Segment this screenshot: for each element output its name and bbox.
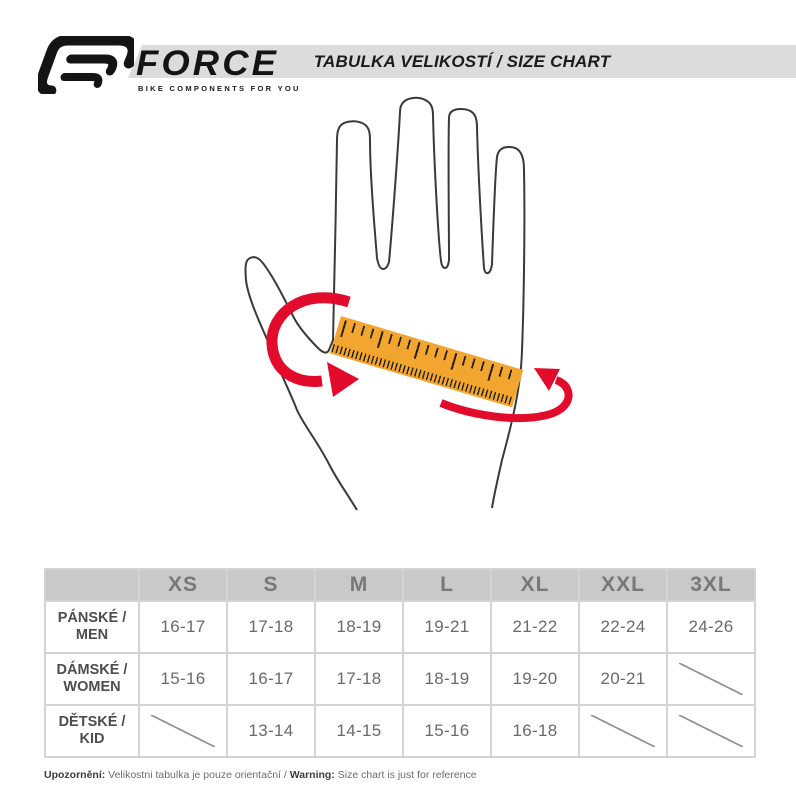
size-cell-men-xxl: 22-24	[580, 602, 666, 652]
column-header-s: S	[228, 570, 314, 600]
size-cell-men-xs: 16-17	[140, 602, 226, 652]
force-logo: FORCE BIKE COMPONENTS FOR YOU	[38, 34, 308, 98]
size-cell-men-s: 17-18	[228, 602, 314, 652]
size-chart-banner: TABULKA VELIKOSTÍ / SIZE CHART	[128, 45, 796, 78]
no-size-slash	[151, 715, 215, 747]
size-cell-men-m: 18-19	[316, 602, 402, 652]
row-label-men: PÁNSKÉ / MEN	[46, 602, 138, 652]
column-header-m: M	[316, 570, 402, 600]
size-cell-empty-kid-xs	[140, 706, 226, 756]
force-logo-icon	[38, 36, 134, 94]
row-label-line2: WOMEN	[63, 679, 121, 695]
column-header-l: L	[404, 570, 490, 600]
row-label-line1: PÁNSKÉ /	[57, 609, 127, 626]
size-cell-men-xl: 21-22	[492, 602, 578, 652]
column-header-xs: XS	[140, 570, 226, 600]
footnote-text-cz: Velikostni tabulka je pouze orientační /	[105, 769, 290, 781]
table-corner-cell	[46, 570, 138, 600]
wrap-arrows-icon	[266, 292, 573, 422]
size-cell-empty-kid-3xl	[668, 706, 754, 756]
row-label-line2: KID	[79, 731, 105, 747]
no-size-slash	[679, 663, 743, 695]
size-cell-women-xxl: 20-21	[580, 654, 666, 704]
size-cell-women-m: 17-18	[316, 654, 402, 704]
column-header-xxl: XXL	[580, 570, 666, 600]
row-label-kid: DĚTSKÉ / KID	[46, 706, 138, 756]
row-label-women: DÁMSKÉ / WOMEN	[46, 654, 138, 704]
size-cell-women-l: 18-19	[404, 654, 490, 704]
no-size-slash	[679, 715, 743, 747]
size-cell-kid-xl: 16-18	[492, 706, 578, 756]
page-title: TABULKA VELIKOSTÍ / SIZE CHART	[313, 51, 611, 71]
brand-tagline: BIKE COMPONENTS FOR YOU	[138, 84, 301, 93]
column-header-3xl: 3XL	[668, 570, 754, 600]
size-cell-empty-kid-xxl	[580, 706, 666, 756]
row-label-line1: DÁMSKÉ /	[56, 661, 128, 678]
footnote-label-en: Warning:	[289, 769, 335, 781]
row-label-line1: DĚTSKÉ /	[58, 713, 126, 730]
size-cell-women-s: 16-17	[228, 654, 314, 704]
size-cell-kid-m: 14-15	[316, 706, 402, 756]
no-size-slash	[591, 715, 655, 747]
size-cell-men-3xl: 24-26	[668, 602, 754, 652]
size-cell-men-l: 19-21	[404, 602, 490, 652]
row-label-line2: MEN	[75, 627, 109, 643]
size-cell-empty-women-3xl	[668, 654, 754, 704]
footnote: Upozornění: Velikostni tabulka je pouze …	[44, 769, 477, 781]
column-header-xl: XL	[492, 570, 578, 600]
size-cell-kid-s: 13-14	[228, 706, 314, 756]
hand-measure-illustration	[244, 96, 573, 511]
size-table: XS S M L XL XXL 3XL PÁNSKÉ / MEN 16-17 17-18 18-19 1…	[44, 568, 756, 758]
size-cell-kid-l: 15-16	[404, 706, 490, 756]
brand-name: FORCE	[136, 44, 279, 83]
size-cell-women-xl: 19-20	[492, 654, 578, 704]
footnote-label-cz: Upozornění:	[44, 769, 106, 781]
size-cell-women-xs: 15-16	[140, 654, 226, 704]
footnote-text-en: Size chart is just for reference	[334, 769, 477, 781]
